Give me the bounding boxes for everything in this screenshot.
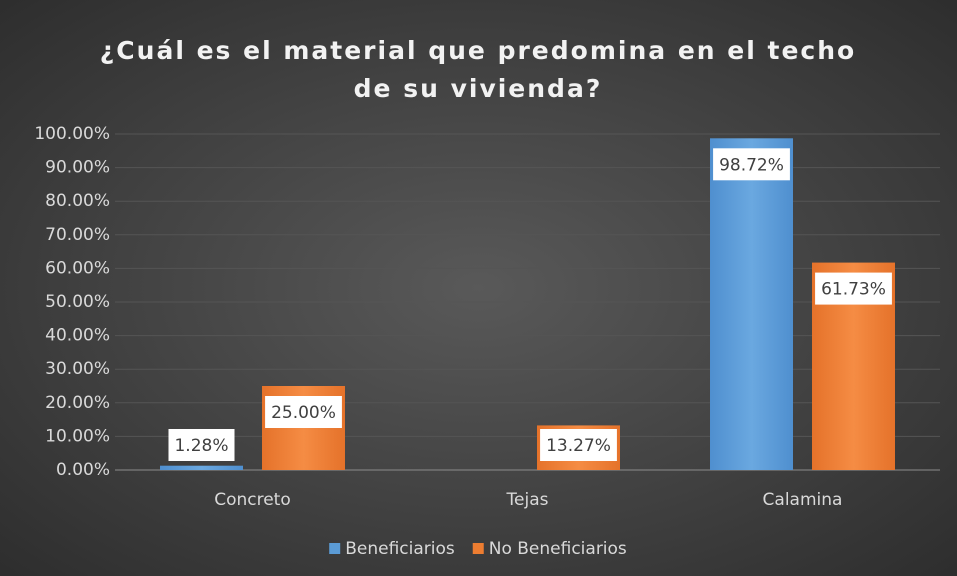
y-tick-label: 0.00% xyxy=(56,460,110,480)
legend-swatch xyxy=(329,543,341,554)
value-label: 98.72% xyxy=(719,155,784,175)
y-tick-label: 100.00% xyxy=(34,124,110,144)
bar xyxy=(710,138,793,471)
value-label: 61.73% xyxy=(821,280,886,300)
value-label-box xyxy=(815,272,892,305)
y-tick-label: 90.00% xyxy=(45,158,110,178)
y-tick-label: 60.00% xyxy=(45,258,110,278)
legend-label: No Beneficiarios xyxy=(489,539,627,559)
value-label-box xyxy=(540,429,617,461)
x-tick-label: Concreto xyxy=(214,490,291,510)
value-label: 1.28% xyxy=(174,436,228,456)
value-label-box xyxy=(168,429,235,461)
y-tick-label: 80.00% xyxy=(45,191,110,211)
value-label: 13.27% xyxy=(546,436,611,456)
chart-title: ¿Cuál es el material que predomina en el… xyxy=(100,36,856,103)
x-tick-label: Calamina xyxy=(763,490,843,510)
y-tick-label: 10.00% xyxy=(45,426,110,446)
legend-swatch xyxy=(472,543,484,554)
legend-label: Beneficiarios xyxy=(345,539,455,559)
value-label-box xyxy=(265,396,342,428)
y-tick-label: 70.00% xyxy=(45,225,110,245)
x-tick-label: Tejas xyxy=(506,490,549,510)
y-tick-label: 20.00% xyxy=(45,393,110,413)
legend-item: Beneficiarios xyxy=(329,539,455,559)
y-tick-label: 50.00% xyxy=(45,292,110,312)
y-tick-label: 40.00% xyxy=(45,326,110,346)
legend-item: No Beneficiarios xyxy=(472,539,627,559)
value-label: 25.00% xyxy=(271,403,336,423)
value-label-box xyxy=(713,148,790,181)
y-tick-label: 30.00% xyxy=(45,359,110,379)
bar xyxy=(160,465,243,470)
